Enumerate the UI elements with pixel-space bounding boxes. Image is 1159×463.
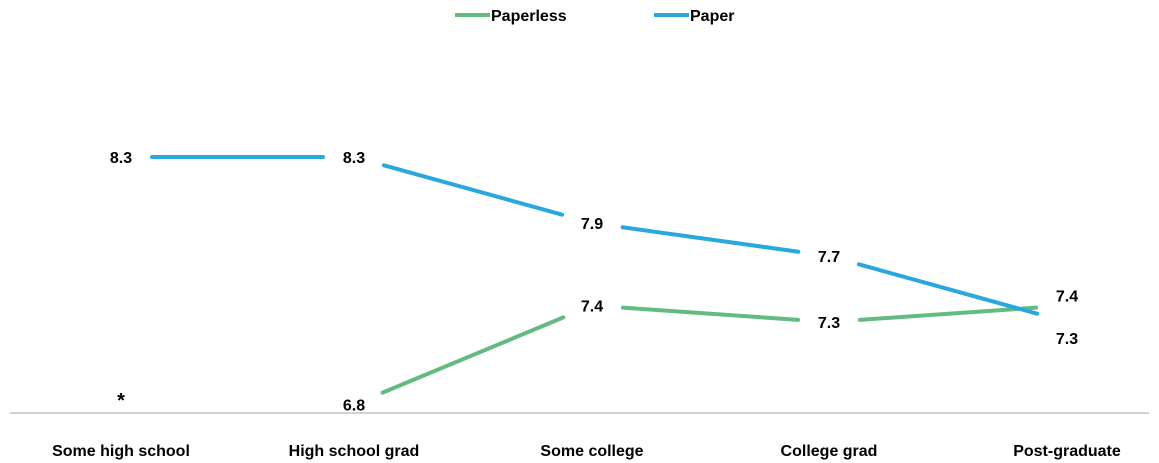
legend-label-paperless: Paperless	[491, 8, 567, 25]
series-paperless-segment	[620, 305, 801, 322]
series-paper-segment	[381, 163, 565, 217]
x-tick-label: Some high school	[52, 443, 190, 460]
data-label-paper: 8.3	[343, 150, 365, 167]
x-tick-label: College grad	[781, 443, 878, 460]
series-paper-segment	[620, 225, 801, 254]
x-tick-label: Some college	[540, 443, 643, 460]
data-labels: 6.8 7.4 7.3 7.4 8.3 8.3 7.9 7.7 7.3	[110, 150, 1078, 415]
x-tick-label: Post-graduate	[1013, 443, 1121, 460]
series-lines	[150, 155, 1040, 395]
data-label-paperless: 7.3	[818, 315, 840, 332]
legend: Paperless Paper	[455, 8, 734, 25]
data-label-paper: 7.7	[818, 249, 840, 266]
series-paperless-segment	[857, 305, 1039, 322]
x-tick-label: High school grad	[289, 443, 420, 460]
data-label-paperless: 7.4	[1056, 289, 1078, 306]
legend-label-paper: Paper	[690, 8, 734, 25]
data-label-paper: 7.3	[1056, 331, 1078, 348]
series-paper-segment	[856, 262, 1040, 316]
data-label-paper: 7.9	[581, 216, 603, 233]
data-label-paperless: 6.8	[343, 398, 365, 415]
series-paperless-segment	[380, 315, 566, 395]
missing-value-marker: *	[117, 390, 125, 412]
x-axis-tick-labels: Some high school High school grad Some col…	[52, 443, 1121, 460]
data-label-paperless: 7.4	[581, 299, 603, 316]
data-label-paper: 8.3	[110, 150, 132, 167]
